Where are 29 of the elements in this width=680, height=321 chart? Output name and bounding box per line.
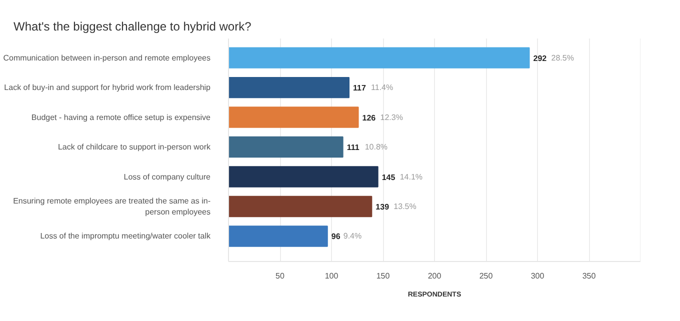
text: What's the biggest challenge to hybrid work? (14, 20, 252, 34)
x-tick-label: 250 (479, 272, 494, 280)
y-tick-label: Loss of company culture (124, 172, 212, 182)
y-tick-label: Loss of the impromptu meeting/water cooler talk (40, 232, 212, 241)
x-tick-label: 150 (376, 272, 390, 280)
bar (228, 76, 350, 98)
y-tick-label: Communication between in-person and remote employees (3, 53, 211, 62)
data-label: 126 12.3% (362, 112, 403, 122)
x-tick-label: 300 (530, 272, 545, 280)
data-label: 139 13.5% (376, 202, 416, 212)
bar (228, 136, 344, 158)
data-label: 117 11.4% (353, 83, 394, 93)
y-tick-label: Ensuring remote employees are treated the same as in-person employees (13, 196, 211, 216)
data-label: 145 14.1% (382, 172, 423, 182)
x-tick-label: 100 (324, 272, 339, 280)
bar (228, 226, 328, 247)
y-tick-label: Lack of childcare to support in-person work (58, 142, 212, 152)
bar (228, 166, 378, 188)
x-tick-label: 200 (428, 272, 442, 280)
data-label: 292 28.5% (533, 53, 574, 63)
x-tick-label: 50 (276, 272, 285, 280)
y-tick-label: Lack of buy-in and support for hybrid work from leadership (4, 83, 212, 92)
bar (228, 47, 530, 68)
x-tick-label: 350 (582, 272, 596, 280)
data-label: 96 9.4% (331, 232, 362, 242)
data-label: 111 10.8% (346, 142, 388, 152)
y-tick-label: Budget - having a remote office setup is expensive (31, 112, 212, 122)
bar (228, 106, 359, 128)
bar (228, 196, 372, 218)
